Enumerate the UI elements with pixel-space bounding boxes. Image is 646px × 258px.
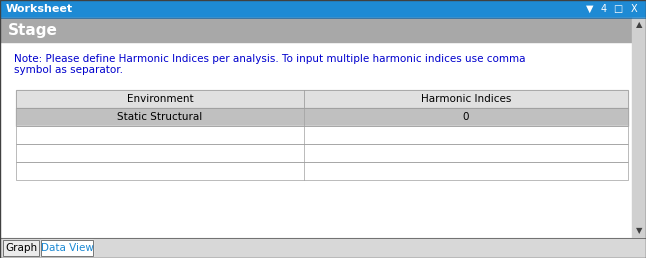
Bar — [0, 238, 646, 258]
Bar — [16, 108, 628, 126]
Text: □: □ — [613, 4, 623, 14]
Bar — [0, 18, 632, 42]
Bar — [0, 0, 646, 18]
Text: ▲: ▲ — [636, 20, 642, 29]
Text: symbol as separator.: symbol as separator. — [14, 65, 123, 75]
Bar — [0, 42, 632, 238]
Text: ▼: ▼ — [587, 4, 594, 14]
Text: X: X — [630, 4, 638, 14]
Bar — [16, 162, 628, 180]
Bar — [16, 144, 628, 162]
Bar — [16, 108, 628, 126]
Bar — [16, 90, 628, 108]
Bar — [16, 162, 628, 180]
Text: Data View: Data View — [41, 243, 94, 253]
Bar — [16, 126, 628, 144]
Text: ▼: ▼ — [636, 227, 642, 236]
Text: Worksheet: Worksheet — [6, 4, 73, 14]
Bar — [3, 240, 39, 256]
Text: 4: 4 — [601, 4, 607, 14]
Text: Harmonic Indices: Harmonic Indices — [421, 94, 511, 104]
Bar — [41, 240, 93, 256]
Bar — [632, 18, 646, 238]
Text: Environment: Environment — [127, 94, 193, 104]
Bar — [3, 240, 39, 256]
Bar — [16, 144, 628, 162]
Bar — [41, 240, 93, 256]
Bar — [16, 126, 628, 144]
Text: 0: 0 — [463, 112, 469, 122]
Text: Graph: Graph — [5, 243, 37, 253]
Text: Static Structural: Static Structural — [117, 112, 202, 122]
Bar — [16, 90, 628, 108]
Text: Stage: Stage — [8, 22, 58, 37]
Text: Note: Please define Harmonic Indices per analysis. To input multiple harmonic in: Note: Please define Harmonic Indices per… — [14, 54, 525, 64]
